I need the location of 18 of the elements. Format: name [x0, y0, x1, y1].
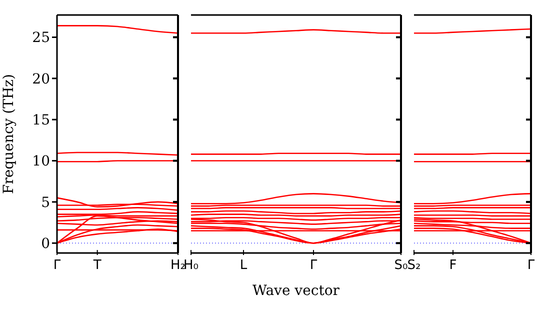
x-tick-label: F: [449, 258, 457, 273]
y-tick-label: 20: [32, 71, 50, 88]
x-tick-label: L: [240, 258, 248, 273]
y-axis-title: Frequency (THz): [0, 74, 17, 194]
x-tick-label: H₂: [170, 258, 186, 273]
y-tick-label: 15: [32, 112, 50, 129]
x-tick-label: Γ: [527, 258, 536, 273]
y-tick-label: 10: [32, 154, 50, 170]
y-tick-label: 25: [32, 30, 50, 46]
y-tick-label: 5: [41, 194, 50, 211]
x-tick-label: S₂: [407, 258, 421, 273]
y-tick-label: 0: [41, 236, 50, 252]
x-tick-label: S₀: [394, 258, 408, 273]
x-tick-label: Γ: [53, 258, 62, 273]
x-tick-label: Γ: [310, 258, 318, 273]
x-tick-label: H₀: [184, 258, 198, 273]
x-axis-title: Wave vector: [252, 283, 340, 299]
x-tick-label: T: [92, 258, 102, 273]
